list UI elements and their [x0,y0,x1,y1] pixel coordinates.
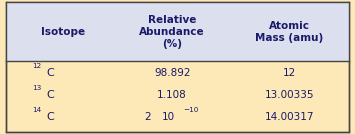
Text: 1.108: 1.108 [157,90,187,100]
Text: 12: 12 [32,63,41,69]
Text: Relative
Abundance
(%): Relative Abundance (%) [140,15,205,49]
Text: C: C [46,112,54,122]
Text: 2: 2 [144,112,151,122]
Text: 14: 14 [32,107,41,113]
Bar [6,2,349,61]
Text: 13: 13 [32,85,41,91]
Text: 12: 12 [283,68,296,79]
Text: Isotope: Isotope [41,27,85,37]
Text: 13.00335: 13.00335 [264,90,314,100]
Text: C: C [46,90,54,100]
Text: 10: 10 [162,112,175,122]
Text: 98.892: 98.892 [154,68,190,79]
Text: C: C [46,68,54,79]
Text: −10: −10 [183,107,198,113]
Text: 14.00317: 14.00317 [264,112,314,122]
Text: Atomic
Mass (amu): Atomic Mass (amu) [255,21,323,43]
